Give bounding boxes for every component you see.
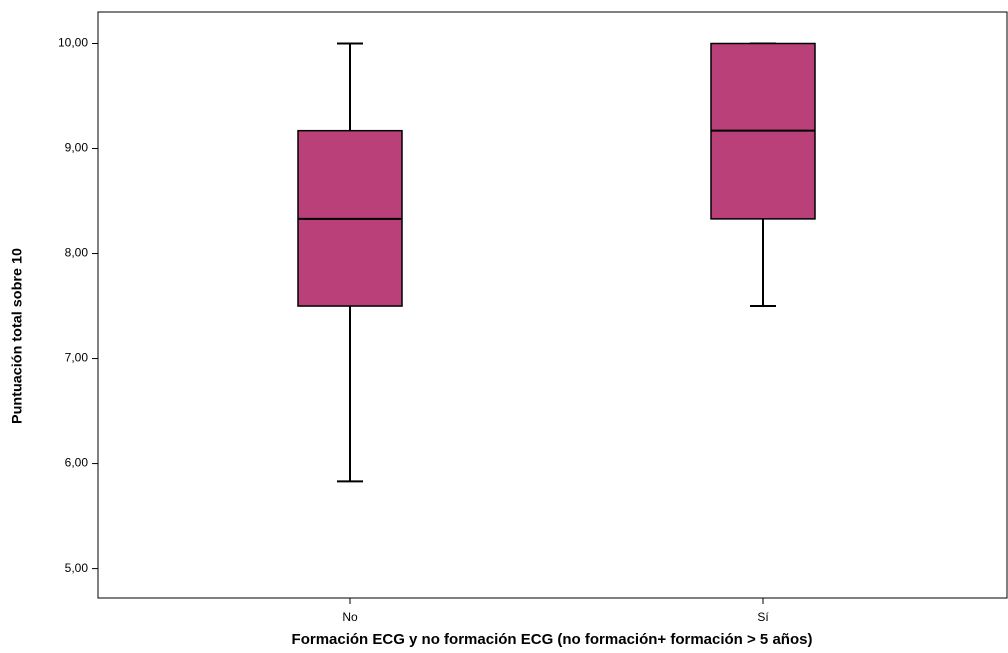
x-axis-title: Formación ECG y no formación ECG (no for… bbox=[292, 631, 813, 648]
x-tick-label: No bbox=[342, 610, 358, 624]
y-axis-title: Puntuación total sobre 10 bbox=[9, 248, 25, 424]
y-tick-label: 5,00 bbox=[65, 561, 89, 575]
y-tick-label: 6,00 bbox=[65, 456, 89, 470]
y-tick-label: 9,00 bbox=[65, 141, 89, 155]
y-tick-label: 8,00 bbox=[65, 246, 89, 260]
plot-frame bbox=[97, 11, 1008, 599]
y-tick-label: 10,00 bbox=[58, 36, 88, 50]
x-tick-label: Sí bbox=[757, 610, 769, 624]
y-tick-label: 7,00 bbox=[65, 351, 89, 365]
